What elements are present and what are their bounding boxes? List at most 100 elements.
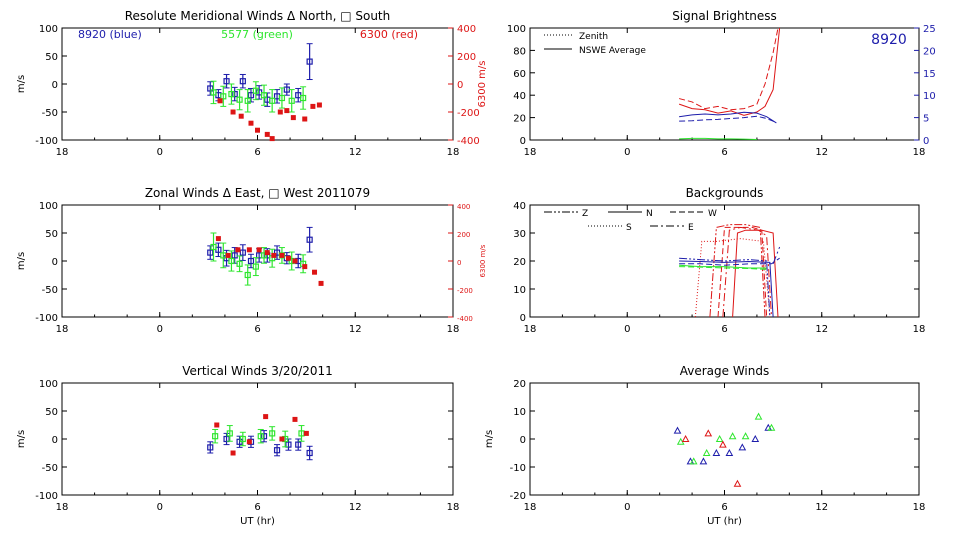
series-line (678, 27, 779, 111)
data-point (681, 434, 690, 442)
y-tick-label: 20 (513, 114, 526, 125)
x-tick-label: 12 (815, 324, 828, 335)
series-green-n (679, 264, 767, 269)
data-point (292, 258, 298, 264)
plot-frame (61, 27, 454, 141)
data-point (252, 87, 259, 94)
data-point (255, 127, 260, 133)
data-point (310, 103, 316, 109)
panel-meridional: Resolute Meridional Winds Δ North, □ Sou… (16, 9, 488, 158)
y-tick-label: -100 (35, 491, 58, 502)
annotation-8920: 8920 (871, 32, 907, 48)
series-6300 (215, 236, 324, 286)
data-point (277, 109, 283, 115)
data-point (231, 252, 238, 259)
data-point (269, 97, 276, 104)
data-point (210, 89, 217, 96)
data-point (260, 252, 268, 259)
panel-zonal: Zonal Winds Δ East, □ West 2011079 18 0 6 12… (16, 186, 487, 335)
legend-entry: Z (582, 209, 588, 219)
y-tick-label: 20 (513, 379, 526, 390)
series-red (681, 429, 742, 487)
y2-tick-label: 0 (923, 136, 929, 147)
y-tick-label: -10 (510, 463, 526, 474)
series-z (709, 224, 766, 318)
data-point (260, 433, 268, 440)
y2-tick-label: -400 (457, 315, 473, 323)
data-point (741, 432, 750, 440)
data-point (215, 236, 221, 242)
y-tick-label: 0 (520, 136, 526, 147)
series-blue-n (679, 260, 774, 318)
y-tick-label: 40 (513, 201, 526, 212)
data-point (256, 247, 262, 253)
series-line (679, 111, 777, 124)
data-point (278, 94, 286, 102)
data-point (312, 269, 318, 275)
y2-tick-label: 15 (923, 69, 936, 80)
series-line (717, 226, 768, 318)
y-tick-label: -100 (35, 136, 58, 147)
data-point (263, 414, 269, 420)
x-tick-label: 12 (815, 502, 828, 513)
x-tick-label: 0 (624, 502, 630, 513)
x-axis-label: UT (hr) (240, 516, 275, 527)
y-tick-label: -50 (42, 463, 58, 474)
data-point (712, 448, 721, 456)
data-point (318, 280, 324, 286)
data-point (248, 120, 254, 126)
y-tick-label: 40 (513, 91, 526, 102)
data-point (271, 252, 277, 258)
x-tick-label: 18 (913, 324, 926, 335)
y2-tick-label: 25 (923, 24, 936, 35)
x-tick-label: 18 (524, 502, 537, 513)
data-point (238, 113, 244, 119)
y-tick-label: 100 (39, 201, 58, 212)
x-tick-label: 18 (913, 502, 926, 513)
data-point (704, 429, 713, 437)
y-tick-label: 10 (513, 407, 526, 418)
y-tick-label: 0 (52, 257, 58, 268)
data-point (244, 97, 251, 104)
x-tick-label: 0 (157, 324, 163, 335)
y-tick-label: 100 (39, 24, 58, 35)
data-point (247, 92, 255, 99)
series-5577 (210, 232, 307, 286)
y-tick-label: 100 (39, 379, 58, 390)
x-tick-label: 6 (254, 147, 260, 158)
data-point (733, 479, 742, 487)
x-tick-label: 18 (524, 324, 537, 335)
data-point (228, 90, 235, 98)
x-tick-label: 12 (349, 502, 362, 513)
series-line (772, 246, 781, 264)
series-e (722, 226, 773, 318)
y2-tick-label: 0 (457, 80, 463, 91)
data-point (738, 443, 747, 451)
data-point (292, 416, 298, 422)
y-tick-label: 80 (513, 46, 526, 57)
data-point (302, 264, 308, 270)
data-point (725, 448, 734, 456)
series-line (679, 137, 757, 140)
x-tick-label: 6 (254, 324, 260, 335)
data-point (306, 58, 313, 65)
series-5577-green- (210, 80, 307, 113)
x-tick-label: 18 (913, 147, 926, 158)
series-blue-solid (679, 111, 777, 124)
legend-entry: S (626, 223, 632, 233)
x-tick-label: 18 (524, 147, 537, 158)
y2-tick-label: -400 (457, 136, 480, 147)
y-tick-label: 0 (520, 435, 526, 446)
y2-tick-label: -200 (457, 108, 480, 119)
legend-entry: NSWE Average (579, 46, 646, 56)
data-point (306, 236, 313, 243)
x-tick-label: 6 (254, 502, 260, 513)
x-tick-label: 0 (624, 324, 630, 335)
data-point (228, 257, 235, 265)
data-point (295, 441, 302, 448)
y-axis-label: m/s (16, 430, 27, 448)
data-point (689, 457, 698, 465)
legend-entry: E (688, 223, 694, 233)
x-tick-label: 12 (349, 324, 362, 335)
